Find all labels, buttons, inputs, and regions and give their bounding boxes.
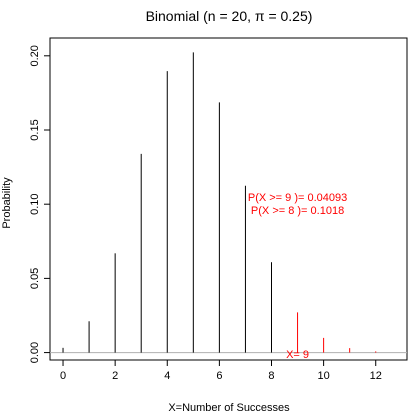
x-tick-label: 6 [216, 370, 222, 382]
chart-title: Binomial (n = 20, π = 0.25) [146, 8, 313, 24]
x-axis-label: X=Number of Successes [168, 402, 290, 414]
x-tick-label: 0 [60, 370, 66, 382]
y-axis-label: Probability [1, 177, 13, 229]
x-tick-label: 10 [317, 370, 329, 382]
y-tick-label: 0.05 [29, 268, 41, 289]
plot-frame [49, 37, 408, 361]
annotation-text: P(X >= 9 )= 0.04093 [248, 192, 347, 204]
plot-area: 0 2 4 6 8 10 12 0.00 0.05 0.10 0.15 0.20 P(X >= 9 )=… [29, 37, 408, 382]
x-tick-label: 2 [112, 370, 118, 382]
annotation-text: P(X >= 8 )= 0.1018 [251, 205, 344, 217]
x-tick-label: 4 [164, 370, 170, 382]
y-tick-label: 0.00 [29, 342, 41, 363]
y-tick-label: 0.20 [29, 45, 41, 66]
x-tick-label: 8 [268, 370, 274, 382]
y-tick-label: 0.15 [29, 119, 41, 140]
annotation-text: X= 9 [286, 349, 309, 361]
y-tick-label: 0.10 [29, 193, 41, 214]
x-tick-label: 12 [370, 370, 382, 382]
